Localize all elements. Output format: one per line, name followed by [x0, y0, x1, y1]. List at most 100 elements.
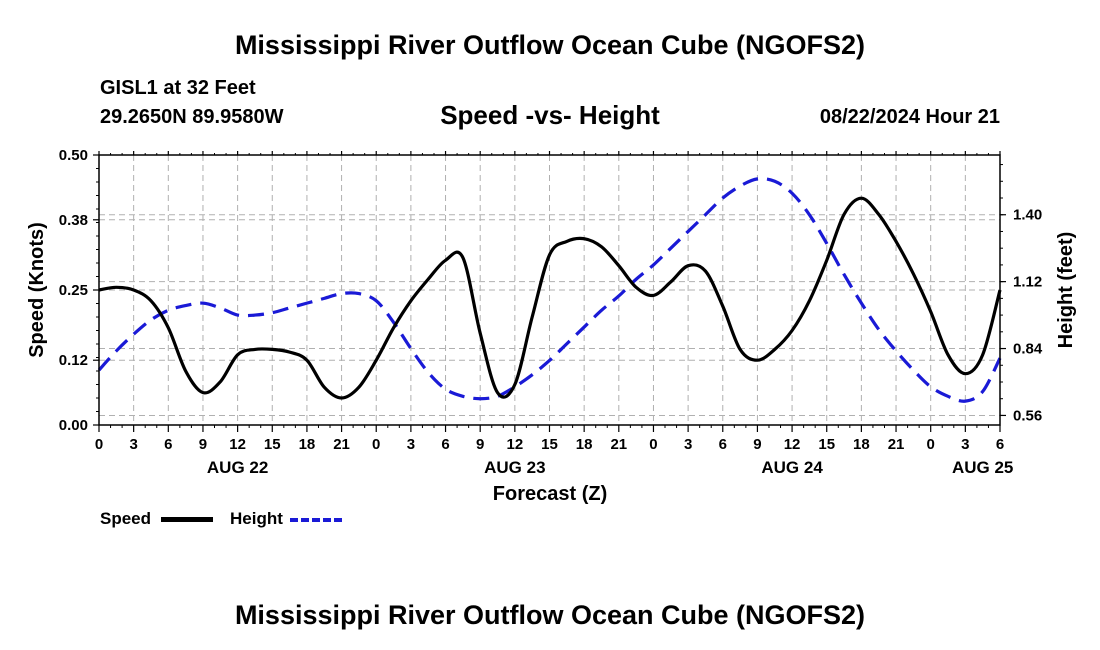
speed-data-point	[497, 392, 498, 393]
speed-data-point	[306, 360, 307, 361]
speed-data-point	[168, 327, 169, 328]
speed-data-point	[757, 360, 758, 361]
x-tick-label: 15	[541, 436, 558, 453]
x-tick-label: 12	[507, 436, 524, 453]
height-data-point	[220, 307, 221, 308]
height-data-point	[410, 348, 411, 349]
height-data-point	[913, 370, 914, 371]
legend-speed-label: Speed	[100, 509, 152, 528]
x-tick-label: 3	[129, 436, 137, 453]
height-data-point	[306, 303, 307, 304]
forecast-datetime: 08/22/2024 Hour 21	[819, 106, 1000, 128]
height-data-point	[618, 295, 619, 296]
y-tick-label: 0.25	[59, 282, 88, 299]
x-tick-label: 21	[333, 436, 350, 453]
x-date-label: AUG 23	[484, 458, 545, 477]
speed-data-point	[549, 254, 550, 255]
height-data-point	[896, 350, 897, 351]
height-data-point	[809, 214, 810, 215]
speed-data-point	[376, 360, 377, 361]
x-tick-label: 9	[753, 436, 761, 453]
height-data-point	[757, 178, 758, 179]
x-tick-label: 6	[996, 436, 1004, 453]
speed-data-point	[601, 246, 602, 247]
x-tick-label: 12	[784, 436, 801, 453]
height-data-point	[497, 396, 498, 397]
speed-data-point	[462, 257, 463, 258]
speed-data-point	[428, 279, 429, 280]
speed-data-point	[878, 214, 879, 215]
y-tick-label: 0.50	[59, 147, 88, 164]
height-data-point	[774, 181, 775, 182]
speed-data-point	[289, 352, 290, 353]
speed-data-point	[272, 349, 273, 350]
height-data-point	[428, 372, 429, 373]
height-data-point	[826, 243, 827, 244]
x-tick-label: 3	[961, 436, 969, 453]
speed-data-point	[116, 287, 117, 288]
height-data-point	[740, 186, 741, 187]
height-data-point	[237, 315, 238, 316]
x-date-label: AUG 22	[207, 458, 268, 477]
x-tick-label: 3	[684, 436, 692, 453]
height-data-point	[532, 374, 533, 375]
height-data-point	[393, 322, 394, 323]
height-data-point	[185, 305, 186, 306]
height-data-point	[116, 350, 117, 351]
speed-data-point	[220, 381, 221, 382]
speed-data-point	[202, 392, 203, 393]
speed-data-point	[670, 281, 671, 282]
height-data-point	[844, 274, 845, 275]
height-data-point	[462, 396, 463, 397]
height-data-point	[965, 401, 966, 402]
y2-tick-label: 0.84	[1013, 341, 1043, 358]
station-coords: 29.2650N 89.9580W	[100, 106, 284, 128]
x-tick-label: 0	[372, 436, 380, 453]
y-axis-label: Speed (Knots)	[26, 222, 48, 358]
x-tick-label: 6	[164, 436, 172, 453]
height-data-point	[480, 398, 481, 399]
y-tick-label: 0.38	[59, 212, 88, 229]
x-axis-label: Forecast (Z)	[493, 483, 607, 505]
speed-data-point	[688, 265, 689, 266]
x-tick-label: 18	[576, 436, 593, 453]
speed-height-chart: 0 3 6 9 12 15 18 21 0 3 6 9 12 15 18 21 0 3 6 9 12 15 18 21 0 3 60…	[26, 147, 1077, 505]
x-date-label: AUG 25	[952, 458, 1013, 477]
speed-series-line	[98, 196, 1002, 400]
chart-subtitle: Speed -vs- Height	[440, 100, 660, 130]
height-data-point	[289, 307, 290, 308]
footer-title: Mississippi River Outflow Ocean Cube (NG…	[234, 600, 866, 630]
speed-data-point	[532, 317, 533, 318]
x-tick-label: 21	[888, 436, 905, 453]
y2-tick-label: 1.12	[1013, 274, 1042, 291]
height-data-point	[358, 293, 359, 294]
x-tick-label: 18	[299, 436, 316, 453]
speed-data-point	[740, 349, 741, 350]
height-data-point	[930, 386, 931, 387]
speed-data-point	[480, 333, 481, 334]
height-data-point	[792, 193, 793, 194]
speed-data-point	[341, 398, 342, 399]
height-data-point	[445, 389, 446, 390]
x-tick-label: 6	[441, 436, 449, 453]
speed-data-point	[514, 384, 515, 385]
height-data-point	[861, 303, 862, 304]
speed-data-point	[965, 373, 966, 374]
height-data-point	[636, 279, 637, 280]
x-date-label: AUG 24	[761, 458, 823, 477]
height-data-point	[705, 214, 706, 215]
speed-data-point	[896, 241, 897, 242]
speed-data-point	[324, 387, 325, 388]
x-tick-label: 9	[476, 436, 484, 453]
speed-data-point	[393, 327, 394, 328]
speed-data-point	[774, 349, 775, 350]
speed-data-point	[636, 287, 637, 288]
x-tick-label: 0	[927, 436, 935, 453]
legend-height-swatch	[290, 518, 342, 522]
speed-data-point	[584, 238, 585, 239]
speed-data-point	[705, 271, 706, 272]
x-tick-label: 0	[95, 436, 103, 453]
speed-data-point	[133, 290, 134, 291]
speed-data-point	[861, 198, 862, 199]
height-data-point	[272, 312, 273, 313]
